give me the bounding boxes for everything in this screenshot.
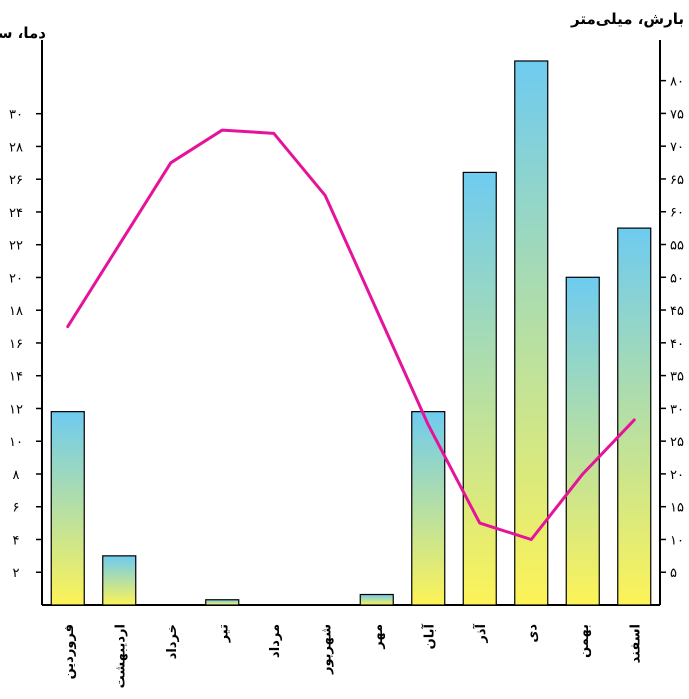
- precipitation-bar: [102, 555, 137, 606]
- right-tick-label: ۴۰: [670, 337, 684, 352]
- right-tick-label: ۲۵: [670, 435, 684, 450]
- right-tick-label: ۱۰: [670, 533, 684, 548]
- left-tick-label: ۱۶: [9, 337, 23, 352]
- month-label: اردیبهشت: [113, 624, 128, 688]
- right-tick-label: ۳۵: [670, 370, 684, 385]
- left-tick-label: ۲: [13, 566, 20, 581]
- right-tick-label: ۵۵: [670, 239, 684, 254]
- left-tick-label: ۲۶: [9, 173, 23, 188]
- right-tick-label: ۷۰: [670, 140, 684, 155]
- right-tick-label: ۶۵: [670, 173, 684, 188]
- precipitation-bars: [50, 60, 652, 606]
- right-tick-label: ۵: [670, 566, 677, 581]
- precipitation-bar: [205, 599, 240, 606]
- month-label: دی: [525, 624, 540, 643]
- precipitation-bar: [462, 171, 497, 606]
- right-tick-label: ۴۵: [670, 304, 684, 319]
- left-tick-label: ۱۰: [9, 435, 23, 450]
- precipitation-bar: [565, 276, 600, 606]
- month-label: آذر: [472, 623, 489, 643]
- left-tick-label: ۲۲: [9, 239, 23, 254]
- left-tick-label: ۲۴: [9, 206, 23, 221]
- month-label: مرداد: [268, 624, 283, 658]
- month-label: اسفند: [628, 624, 643, 663]
- month-label: بهمن: [577, 624, 592, 658]
- precipitation-bar: [617, 227, 652, 606]
- right-tick-label: ۶۰: [670, 206, 684, 221]
- right-axis-title: بارش، میلی‌متر: [570, 10, 684, 28]
- right-tick-label: ۱۵: [670, 501, 684, 516]
- right-tick-label: ۳۰: [670, 402, 684, 417]
- temperature-line-layer: [66, 128, 636, 541]
- left-tick-label: ۸: [13, 468, 20, 483]
- month-label: آبان: [420, 623, 437, 649]
- month-label: فروردین: [62, 624, 77, 679]
- left-tick-label: ۱۴: [9, 370, 23, 385]
- left-tick-label: ۱۲: [9, 402, 23, 417]
- month-label: شهریور: [319, 624, 334, 675]
- left-tick-label: ۴: [13, 533, 20, 548]
- left-tick-label: ۱۸: [9, 304, 23, 319]
- right-tick-label: ۸۰: [670, 75, 684, 90]
- right-tick-label: ۲۰: [670, 468, 684, 483]
- month-label: خرداد: [165, 624, 180, 659]
- precipitation-bar: [411, 411, 446, 606]
- left-tick-label: ۲۰: [9, 271, 23, 286]
- month-label: تیر: [216, 624, 231, 643]
- left-tick-label: ۶: [13, 501, 20, 516]
- precipitation-bar: [359, 593, 394, 606]
- left-axis-title: دما، سانتی‌گراد: [0, 24, 46, 42]
- precipitation-bar: [50, 411, 85, 606]
- left-tick-label: ۳۰: [9, 108, 23, 123]
- right-tick-label: ۷۵: [670, 107, 684, 122]
- precipitation-bar: [514, 60, 549, 606]
- left-tick-label: ۲۸: [9, 140, 23, 155]
- right-tick-label: ۵۰: [670, 271, 684, 286]
- month-label: مهر: [371, 624, 386, 650]
- temperature-line: [66, 128, 636, 541]
